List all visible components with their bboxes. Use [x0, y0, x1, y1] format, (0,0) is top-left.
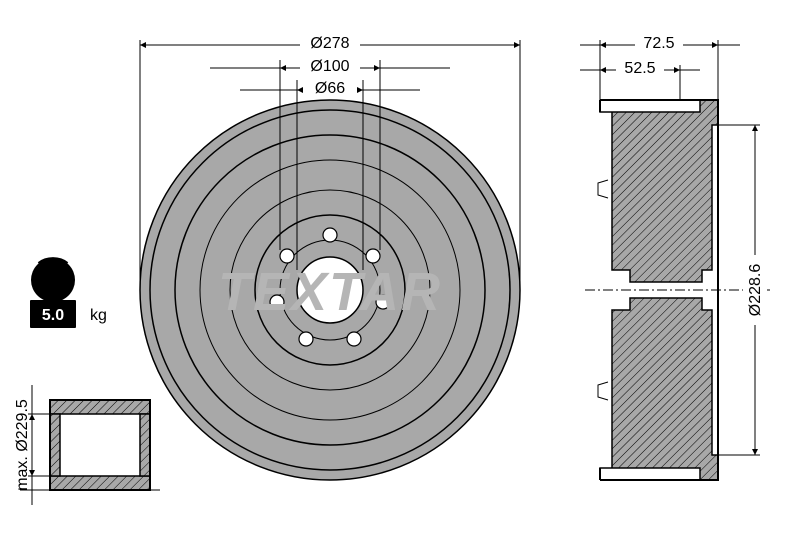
- dim-d66: Ø66: [315, 80, 345, 97]
- dim-d229-5: max. Ø229.5: [14, 399, 31, 491]
- weight-value: 5.0: [42, 307, 64, 324]
- weight-widget: 5.0 kg: [30, 258, 107, 328]
- drawing-canvas: TEXTAR Ø278 Ø100 Ø66: [0, 0, 800, 533]
- watermark-text: TEXTAR: [218, 262, 442, 322]
- side-view: [585, 100, 770, 480]
- side-top-dimensions: 72.5 52.5: [580, 33, 740, 100]
- weight-unit: kg: [90, 307, 107, 324]
- front-view: TEXTAR: [140, 100, 520, 480]
- top-dimensions: Ø278 Ø100 Ø66: [140, 33, 520, 97]
- dim-w72-5: 72.5: [643, 35, 674, 52]
- dim-w52-5: 52.5: [624, 60, 655, 77]
- dim-d278: Ø278: [310, 35, 349, 52]
- dim-d100: Ø100: [310, 58, 349, 75]
- small-section: max. Ø229.5: [14, 385, 160, 505]
- dim-d228-6: Ø228.6: [747, 264, 764, 317]
